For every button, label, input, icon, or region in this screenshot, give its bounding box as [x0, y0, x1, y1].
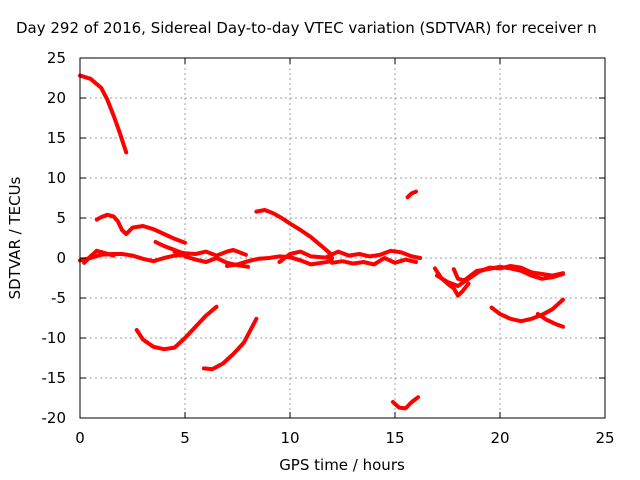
series-arc-14: [330, 256, 418, 267]
plot-frame: [79, 57, 606, 419]
x-tick-label: 10: [280, 429, 299, 447]
y-tick-label: 20: [47, 89, 66, 107]
series-arc-16: [390, 395, 421, 411]
x-tick-label: 5: [180, 429, 190, 447]
series-arc-20: [489, 297, 565, 324]
y-tick-label: -20: [42, 409, 67, 427]
x-axis-label: GPS time / hours: [279, 456, 405, 474]
series-arc-11: [225, 254, 334, 268]
series-arc-19: [451, 264, 565, 283]
tick-marks: [79, 57, 606, 419]
x-tick-label: 15: [385, 429, 404, 447]
y-tick-label: -15: [42, 369, 67, 387]
x-tick-label: 25: [595, 429, 614, 447]
series-arc-13: [325, 248, 423, 260]
chart-title: Day 292 of 2016, Sidereal Day-to-day VTE…: [16, 19, 597, 37]
series-arc-6: [172, 248, 248, 258]
series-group: [78, 73, 565, 411]
series-arc-10: [254, 208, 332, 256]
series-arc-2: [94, 212, 187, 245]
y-tick-labels: -20 -15 -10 -5 0 5 10 15 20 25: [42, 49, 67, 427]
series-arc-9: [201, 316, 259, 372]
x-tick-labels: 0 5 10 15 20 25: [75, 429, 614, 447]
y-tick-label: 10: [47, 169, 66, 187]
series-arc-8: [134, 304, 219, 352]
series-arc-4: [82, 248, 116, 265]
series-arc-21: [535, 312, 565, 329]
y-tick-label: 25: [47, 49, 66, 67]
y-tick-label: -10: [42, 329, 67, 347]
y-tick-label: 5: [56, 209, 66, 227]
x-tick-label: 20: [490, 429, 509, 447]
y-axis-label: SDTVAR / TECUs: [6, 176, 24, 299]
series-arc-15: [405, 189, 418, 200]
y-tick-label: 15: [47, 129, 66, 147]
y-tick-label: 0: [56, 249, 66, 267]
grid: [80, 58, 605, 418]
series-arc-3: [78, 252, 187, 264]
y-tick-label: -5: [51, 289, 66, 307]
series-arc-1: [78, 73, 129, 155]
x-tick-label: 0: [75, 429, 85, 447]
series-arc-12: [277, 249, 334, 264]
